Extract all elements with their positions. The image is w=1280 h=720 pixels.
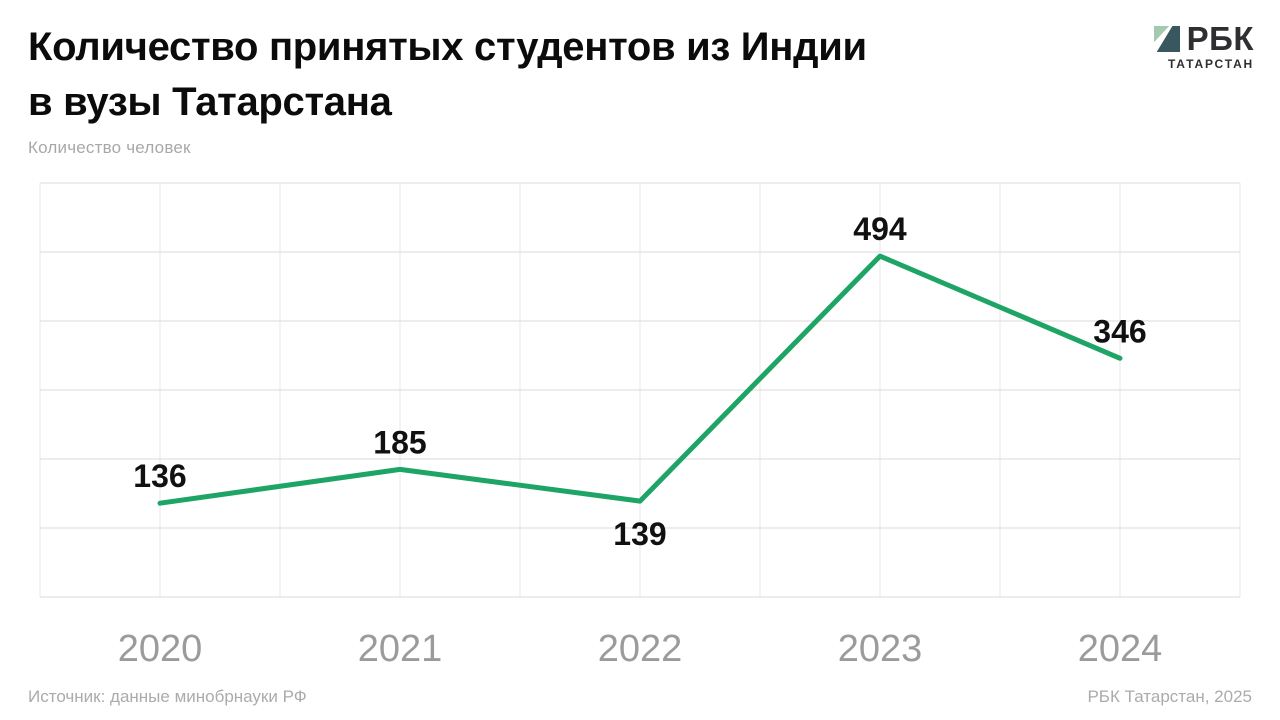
rbc-logo-subtext: ТАТАРСТАН bbox=[1167, 57, 1254, 71]
x-axis-label: 2023 bbox=[838, 628, 923, 670]
source-note: Источник: данные минобрнауки РФ bbox=[28, 687, 307, 706]
value-label: 346 bbox=[1093, 313, 1146, 349]
value-label: 136 bbox=[133, 458, 186, 494]
value-label: 494 bbox=[853, 211, 907, 247]
rbc-logo-dark-triangle bbox=[1156, 25, 1180, 52]
value-label: 185 bbox=[373, 424, 426, 460]
page-title-line2: в вузы Татарстана bbox=[28, 80, 392, 125]
data-line bbox=[157, 253, 1123, 506]
rbc-logo-icon bbox=[1153, 25, 1180, 52]
line-chart: 136 185 139 494 346 2020 2021 2022 2023 2024 bbox=[39, 182, 1241, 670]
x-axis-label: 2020 bbox=[118, 628, 203, 670]
rbc-logo-text: РБК bbox=[1186, 20, 1254, 57]
x-axis-label: 2024 bbox=[1078, 628, 1163, 670]
credit-note: РБК Татарстан, 2025 bbox=[1087, 687, 1252, 706]
chart-y-axis-caption: Количество человек bbox=[28, 138, 191, 157]
value-label: 139 bbox=[613, 516, 666, 552]
x-axis-label: 2022 bbox=[598, 628, 683, 670]
rbc-logo-light-triangle bbox=[1153, 25, 1169, 42]
page-title: Количество принятых студентов из Индии в… bbox=[28, 20, 1078, 130]
rbc-tatarstan-logo: РБК ТАТАРСТАН bbox=[1153, 20, 1254, 71]
x-axis-label: 2021 bbox=[358, 628, 443, 670]
page-title-line1: Количество принятых студентов из Индии bbox=[28, 25, 867, 69]
